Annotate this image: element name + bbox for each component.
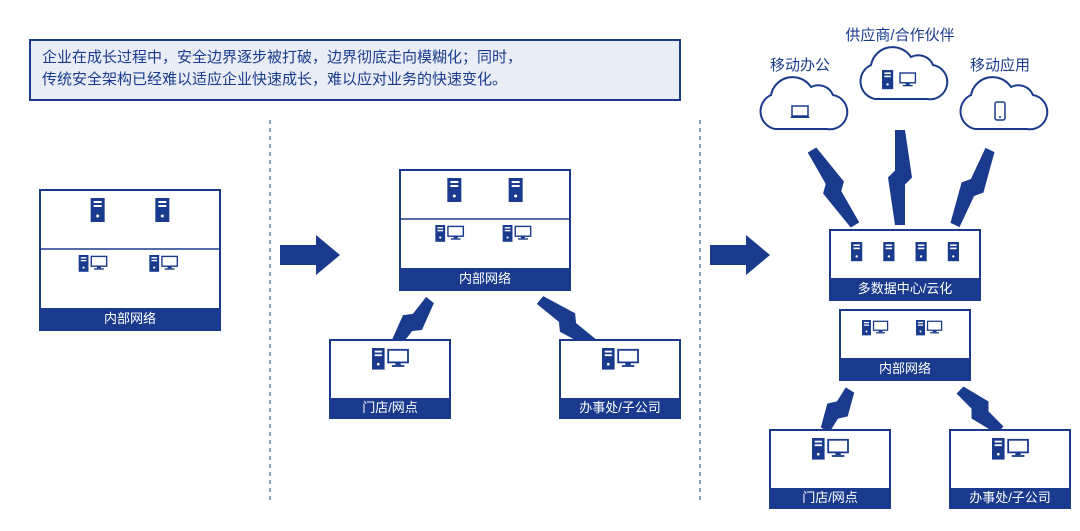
banner-text: 企业在成长过程中，安全边界逐步被打破，边界彻底走向模糊化；同时， [42, 48, 522, 66]
stage3-branch: 办事处/子公司 [950, 430, 1070, 508]
cloud-label: 移动办公 [770, 57, 830, 74]
cloud-server-pc: 供应商/合作伙伴 [845, 26, 954, 99]
site-label: 办事处/子公司 [579, 400, 661, 415]
diagram-svg: 企业在成长过程中，安全边界逐步被打破，边界彻底走向模糊化；同时， 传统安全架构已经… [0, 0, 1080, 531]
cloud-laptop: 移动办公 [761, 57, 848, 129]
stage-arrow [280, 235, 340, 275]
banner-text: 传统安全架构已经难以适应企业快速成长，难以应对业务的快速变化。 [42, 70, 507, 88]
bolt-connector [951, 148, 995, 227]
stage2-internal-network: 内部网络 [400, 170, 570, 290]
box-label: 内部网络 [879, 361, 931, 376]
stage3-store: 门店/网点 [770, 430, 890, 508]
box-label: 内部网络 [104, 311, 156, 326]
stage3-datacenter: 多数据中心/云化 [830, 230, 980, 300]
bolt-connector [888, 130, 912, 225]
stage2-branch: 办事处/子公司 [560, 340, 680, 418]
bolt-connector [808, 148, 860, 228]
stage1-internal-network: 内部网络 [40, 190, 220, 330]
stage3-internal-network: 内部网络 [840, 310, 970, 380]
cloud-phone: 移动应用 [961, 56, 1048, 129]
bolt-connector [957, 387, 1004, 434]
site-label: 门店/网点 [802, 490, 858, 505]
bolt-connector [821, 387, 854, 432]
cloud-label: 供应商/合作伙伴 [845, 26, 954, 44]
box-label: 多数据中心/云化 [858, 281, 953, 296]
site-label: 办事处/子公司 [969, 490, 1051, 505]
site-label: 门店/网点 [362, 400, 418, 415]
box-label: 内部网络 [459, 271, 511, 286]
stage2-store: 门店/网点 [330, 340, 450, 418]
stage-arrow [710, 235, 770, 275]
cloud-label: 移动应用 [970, 56, 1030, 74]
